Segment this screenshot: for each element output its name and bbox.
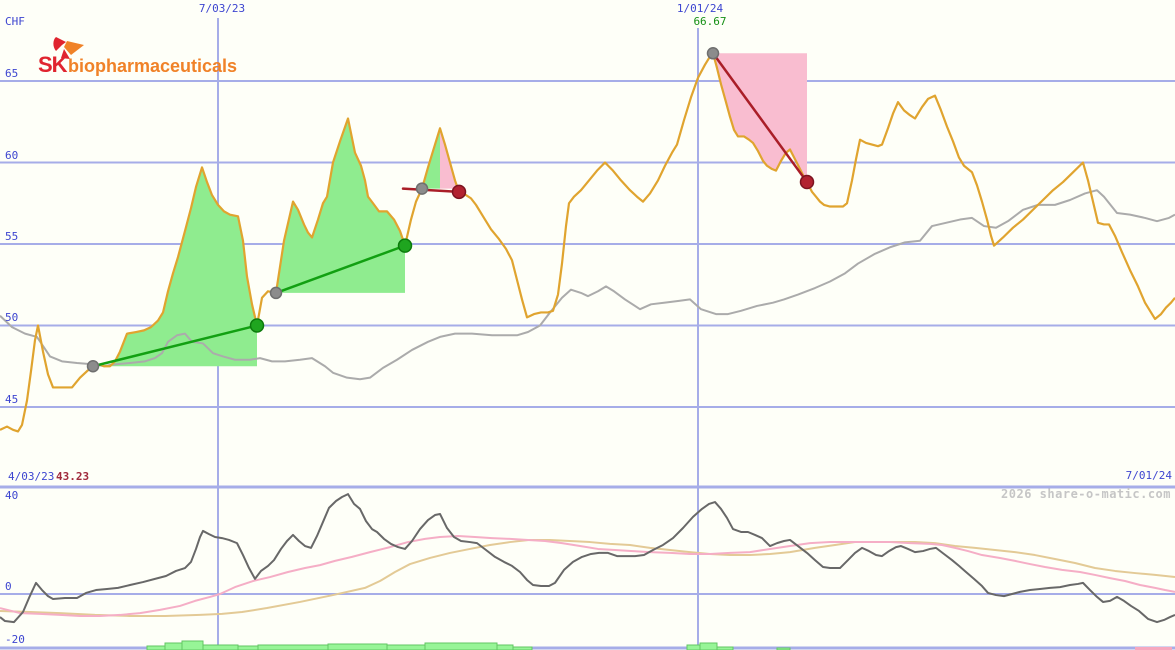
peak-price-annotation: 66.67 xyxy=(693,15,727,28)
volume-bar-13 xyxy=(716,646,734,650)
sk-butterfly-left-wing xyxy=(53,37,66,51)
start-date-label: 4/03/23 xyxy=(8,470,55,483)
trade-3-exit-dot xyxy=(799,174,815,190)
y-axis-label-60: 60 xyxy=(5,149,19,162)
volume-bar-5 xyxy=(257,644,329,650)
price-line xyxy=(0,52,1175,433)
trade-2-entry-dot xyxy=(415,182,429,195)
trade-1-exit-dot xyxy=(397,238,413,253)
volume-bar-1 xyxy=(164,642,183,650)
volume-bar-10 xyxy=(512,646,533,650)
watermark: 2026 share-o-matic.com xyxy=(1001,487,1171,501)
volume-bar-6 xyxy=(327,643,388,650)
momentum-line xyxy=(0,493,1175,624)
volume-bar-3 xyxy=(202,644,239,650)
y-axis-label-50: 50 xyxy=(5,311,19,324)
trade-1-fill-gain xyxy=(276,118,405,293)
volume-bar-11 xyxy=(686,644,701,650)
x-axis-date-jan-2024: 1/01/24 xyxy=(676,2,724,15)
y-axis-label-65: 65 xyxy=(5,67,19,80)
y-axis-label-55: 55 xyxy=(5,230,19,243)
trade-1-entry-dot xyxy=(269,286,283,300)
y-axis-label-45: 45 xyxy=(5,393,19,406)
volume-bar-8 xyxy=(424,642,498,650)
trade-2-trendline xyxy=(401,187,461,194)
brand-name-text: biopharmaceuticals xyxy=(68,56,238,76)
trade-0-trendline xyxy=(91,324,259,368)
sk-butterfly-icon xyxy=(53,37,84,59)
brand-logo: SK biopharmaceuticals xyxy=(38,36,238,77)
volume-bar-4 xyxy=(237,645,259,650)
signal-tan-line xyxy=(0,538,1175,617)
trade-3-trendline xyxy=(711,52,809,184)
sk-butterfly-right-wing xyxy=(64,41,84,55)
lower-axis-label-0: 0 xyxy=(5,580,12,593)
volume-bar-7 xyxy=(386,644,426,650)
trade-0-entry-dot xyxy=(86,360,100,373)
benchmark-line xyxy=(0,189,1175,381)
end-date-label: 7/01/24 xyxy=(1125,469,1172,482)
trade-1-trendline xyxy=(274,244,407,295)
volume-bar-14 xyxy=(776,647,791,650)
lower-axis-label-minus20: -20 xyxy=(5,633,25,646)
currency-label: CHF xyxy=(5,15,25,28)
trade-3-entry-dot xyxy=(706,47,720,60)
trade-2-exit-dot xyxy=(451,184,467,200)
brand-sk-text: SK xyxy=(38,52,68,77)
lower-axis-label-40: 40 xyxy=(5,489,19,502)
volume-bar-15 xyxy=(1135,647,1172,650)
trade-0-exit-dot xyxy=(249,318,265,333)
volume-bar-12 xyxy=(699,642,718,650)
volume-bar-2 xyxy=(181,640,204,650)
signal-pink-line xyxy=(0,534,1175,617)
volume-bar-9 xyxy=(496,644,514,650)
volume-bar-0 xyxy=(146,645,166,650)
start-price-label: 43.23 xyxy=(56,470,90,483)
x-axis-date-jul-2023: 7/03/23 xyxy=(198,2,246,15)
sk-butterfly-tail xyxy=(61,49,70,59)
